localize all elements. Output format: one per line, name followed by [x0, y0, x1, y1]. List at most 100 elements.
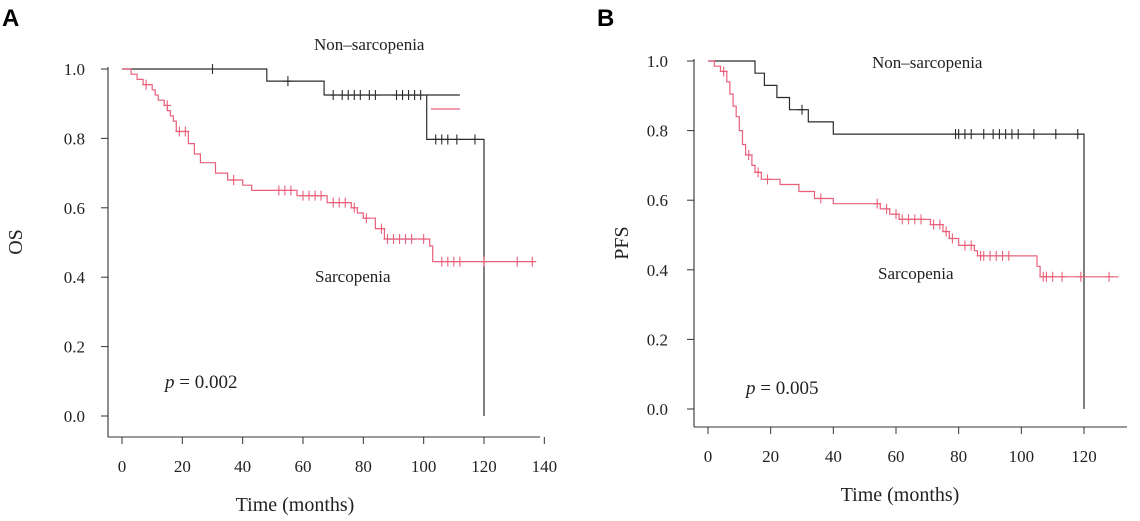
panel-a-non-sarcopenia-censor-mark — [208, 64, 217, 74]
panel-a-p-symbol: p — [163, 372, 175, 393]
panel-b-non-sarcopenia-censor-mark — [967, 129, 976, 140]
panel-b-axes: 0 20 40 60 80 100 120 0.0 0.2 0.4 0.6 0.8 1.0 — [647, 52, 1127, 466]
panel-b-y-tick-label: 0.0 — [647, 400, 668, 419]
panel-b-sarcopenia-censor-mark — [763, 174, 772, 185]
panel-a-y-tick-label: 0.0 — [64, 407, 85, 426]
panel-a-non-sarcopenia-label: Non–sarcopenia — [314, 35, 425, 54]
panel-b-sarcopenia-censor-mark — [1048, 271, 1057, 282]
panel-a-y-tick-label: 0.8 — [64, 129, 85, 148]
panel-a-non-sarcopenia-censor-mark — [356, 90, 365, 101]
panel-a-x-tick-label: 80 — [355, 457, 372, 476]
panel-b-y-tick-label: 0.6 — [647, 191, 668, 210]
panel-a-x-tick-label: 100 — [411, 457, 437, 476]
panel-a-sarcopenia-curve — [122, 68, 536, 263]
panel-b-y-tick-label: 0.8 — [647, 122, 668, 141]
panel-b-non-sarcopenia-censor-mark — [1051, 129, 1060, 140]
panel-a-non-sarcopenia-censor-mark — [329, 90, 338, 101]
panel-a-y-tick-label: 0.2 — [64, 338, 85, 357]
panel-b-label: B — [597, 5, 614, 32]
panel-b-x-tick-label: 120 — [1071, 447, 1097, 466]
panel-a-sarcopenia-censor-mark — [181, 126, 190, 137]
panel-b-sarcopenia-censor-mark — [744, 149, 753, 160]
panel-a-p-value: p = 0.002 — [163, 372, 237, 393]
panel-b-sarcopenia-label: Sarcopenia — [878, 264, 954, 283]
panel-b-sarcopenia-censor-mark — [1076, 271, 1085, 282]
panel-b-pfs-chart: B 0 20 40 60 80 100 120 0.0 0.2 0.4 0.6 0.8 1.0 Non–… — [597, 5, 1127, 506]
panel-b-y-tick-label: 1.0 — [647, 52, 668, 71]
panel-b-p-number: = 0.005 — [756, 378, 819, 399]
panel-a-sarcopenia-censor-mark — [377, 223, 386, 234]
panel-a-x-tick-label: 40 — [234, 457, 251, 476]
panel-b-sarcopenia-curve — [708, 60, 1119, 278]
panel-a-os-chart: A 0 20 40 60 80 100 120 140 0.0 0.2 0.4 0.6 0.8 1.0 N… — [2, 5, 557, 516]
panel-b-sarcopenia-censor-mark — [935, 219, 944, 230]
panel-a-y-tick-label: 1.0 — [64, 60, 85, 79]
panel-b-curves — [708, 60, 1119, 409]
panel-a-sarcopenia-censor-mark — [350, 202, 359, 213]
panel-b-x-tick-label: 80 — [950, 447, 967, 466]
panel-b-non-sarcopenia-label: Non–sarcopenia — [872, 53, 983, 72]
panel-a-y-tick-label: 0.4 — [64, 268, 86, 287]
panel-a-sarcopenia-censor-mark — [229, 175, 238, 186]
panel-a-p-number: = 0.002 — [175, 372, 238, 393]
panel-b-sarcopenia-censor-mark — [882, 203, 891, 214]
panel-a-sarcopenia-censor-mark — [419, 234, 428, 245]
panel-b-x-tick-label: 20 — [762, 447, 779, 466]
panel-a-sarcopenia-censor-mark — [513, 256, 522, 267]
panel-a-non-sarcopenia-curve — [122, 68, 485, 416]
panel-a-x-tick-label: 120 — [471, 457, 497, 476]
panel-a-sarcopenia-censor-mark — [455, 256, 464, 267]
panel-b-sarcopenia-censor-mark — [1004, 250, 1013, 261]
panel-a-label: A — [2, 5, 19, 32]
panel-a-sarcopenia-censor-mark — [362, 213, 371, 224]
panel-a-x-tick-label: 140 — [532, 457, 558, 476]
panel-b-sarcopenia-censor-mark — [816, 193, 825, 204]
panel-b-non-sarcopenia-curve — [708, 60, 1085, 409]
panel-b-sarcopenia-censor-mark — [754, 167, 763, 178]
panel-b-sarcopenia-censor-mark — [942, 226, 951, 237]
panel-a-sarcopenia-censor-mark — [286, 185, 295, 196]
panel-b-sarcopenia-censor-mark — [1105, 271, 1114, 282]
panel-a-y-axis-title: OS — [5, 229, 27, 255]
panel-a-sarcopenia-censor-mark — [142, 79, 151, 90]
panel-b-sarcopenia-censor-mark — [892, 209, 900, 220]
panel-a-sarcopenia-censor-mark — [317, 190, 326, 201]
panel-b-y-tick-label: 0.2 — [647, 330, 668, 349]
panel-b-sarcopenia-censor-mark — [719, 66, 728, 77]
panel-a-non-sarcopenia-censor-mark — [443, 134, 452, 145]
panel-b-non-sarcopenia-censor-mark — [1014, 129, 1023, 140]
panel-b-x-tick-label: 100 — [1009, 447, 1035, 466]
panel-a-sarcopenia-censor-mark — [341, 197, 350, 208]
panel-a-non-sarcopenia-censor-mark — [470, 134, 479, 145]
panel-a-x-tick-label: 60 — [295, 457, 312, 476]
panel-b-x-tick-label: 60 — [888, 447, 905, 466]
panel-a-x-tick-label: 20 — [174, 457, 191, 476]
panel-a-curves — [122, 64, 537, 416]
panel-b-y-tick-label: 0.4 — [647, 261, 669, 280]
panel-b-x-tick-label: 40 — [825, 447, 842, 466]
panel-b-non-sarcopenia-censor-mark — [798, 104, 806, 115]
panel-b-x-axis-title: Time (months) — [841, 484, 960, 506]
panel-a-y-tick-label: 0.6 — [64, 199, 85, 218]
panel-a-non-sarcopenia-censor-mark — [452, 134, 461, 145]
panel-a-x-axis-title: Time (months) — [236, 494, 355, 516]
panel-b-non-sarcopenia-censor-mark — [1029, 129, 1038, 140]
panel-a-x-tick-label: 0 — [118, 457, 127, 476]
panel-a-non-sarcopenia-censor-mark — [371, 90, 380, 101]
panel-a-sarcopenia-censor-mark — [480, 256, 488, 267]
panel-b-non-sarcopenia-censor-mark — [1073, 129, 1082, 140]
panel-b-sarcopenia-censor-mark — [948, 233, 957, 244]
panel-b-sarcopenia-censor-mark — [873, 198, 882, 209]
panel-b-non-sarcopenia-censor-mark — [979, 129, 988, 140]
panel-b-p-symbol: p — [744, 378, 756, 399]
panel-a-sarcopenia-censor-mark — [407, 234, 416, 245]
panel-b-y-axis-title: PFS — [611, 226, 633, 259]
panel-a-sarcopenia-censor-mark — [528, 256, 537, 267]
panel-b-p-value: p = 0.005 — [744, 378, 818, 399]
panel-b-sarcopenia-censor-mark — [1058, 271, 1067, 282]
panel-a-axes: 0 20 40 60 80 100 120 140 0.0 0.2 0.4 0.6 0.8 1.0 — [64, 60, 557, 476]
panel-b-x-tick-label: 0 — [704, 447, 713, 466]
panel-a-sarcopenia-censor-mark — [163, 100, 172, 111]
panel-a-sarcopenia-label: Sarcopenia — [315, 267, 391, 286]
